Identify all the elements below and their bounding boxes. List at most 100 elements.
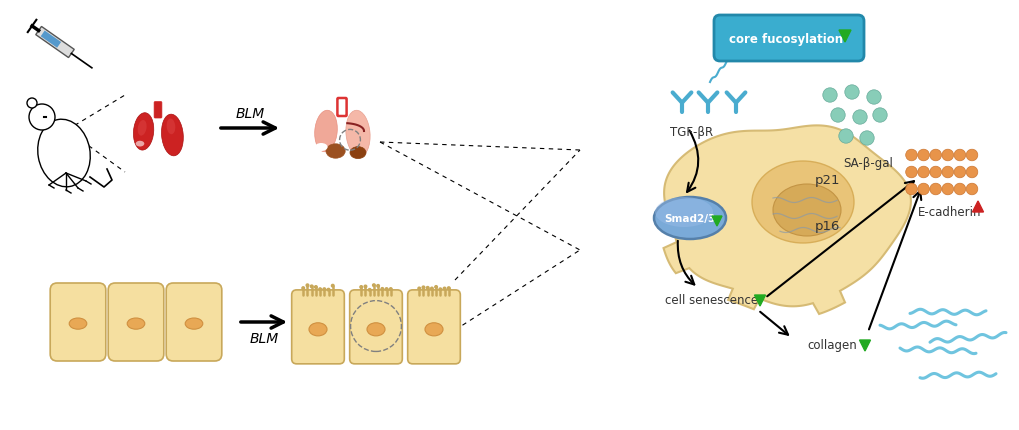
Circle shape: [929, 167, 941, 178]
Polygon shape: [711, 216, 721, 227]
FancyBboxPatch shape: [408, 290, 460, 364]
Text: SA-β-gal: SA-β-gal: [843, 157, 892, 169]
Text: TGF-βR: TGF-βR: [669, 126, 713, 139]
Circle shape: [319, 288, 321, 291]
Circle shape: [364, 286, 367, 288]
Ellipse shape: [29, 105, 55, 131]
Circle shape: [942, 184, 953, 195]
FancyBboxPatch shape: [350, 290, 401, 364]
Text: E-cadherin: E-cadherin: [917, 206, 981, 218]
Circle shape: [953, 184, 965, 195]
Ellipse shape: [751, 162, 853, 243]
FancyBboxPatch shape: [50, 283, 106, 361]
Polygon shape: [859, 340, 869, 351]
Circle shape: [438, 288, 441, 291]
Ellipse shape: [326, 144, 344, 159]
Polygon shape: [36, 28, 74, 58]
Circle shape: [443, 288, 445, 290]
Circle shape: [430, 288, 433, 290]
Ellipse shape: [654, 197, 712, 227]
Ellipse shape: [367, 323, 384, 336]
Circle shape: [426, 287, 429, 289]
Circle shape: [929, 150, 941, 161]
Ellipse shape: [26, 99, 37, 109]
Circle shape: [965, 184, 977, 195]
Ellipse shape: [185, 318, 203, 329]
Circle shape: [905, 184, 916, 195]
Circle shape: [376, 285, 379, 288]
Circle shape: [360, 286, 362, 289]
Ellipse shape: [133, 114, 154, 151]
Circle shape: [434, 286, 437, 289]
Ellipse shape: [309, 323, 327, 336]
FancyBboxPatch shape: [713, 16, 863, 62]
FancyBboxPatch shape: [337, 99, 346, 117]
Circle shape: [852, 111, 866, 125]
Text: core fucosylation: core fucosylation: [729, 32, 843, 46]
Text: Smad2/3: Smad2/3: [663, 214, 715, 224]
FancyBboxPatch shape: [154, 102, 162, 119]
Circle shape: [838, 129, 852, 144]
Ellipse shape: [425, 323, 442, 336]
Circle shape: [859, 132, 873, 146]
Circle shape: [385, 288, 387, 291]
Circle shape: [389, 288, 391, 291]
Polygon shape: [971, 202, 982, 212]
Polygon shape: [839, 31, 850, 43]
Circle shape: [822, 89, 837, 103]
Circle shape: [381, 288, 383, 291]
Polygon shape: [41, 31, 61, 49]
Circle shape: [830, 108, 845, 123]
Circle shape: [953, 167, 965, 178]
Ellipse shape: [161, 115, 183, 157]
Circle shape: [866, 91, 880, 105]
Circle shape: [905, 150, 916, 161]
Ellipse shape: [38, 120, 91, 187]
Circle shape: [953, 150, 965, 161]
FancyBboxPatch shape: [291, 290, 344, 364]
Circle shape: [917, 150, 928, 161]
Ellipse shape: [345, 111, 370, 157]
Circle shape: [368, 289, 371, 292]
Ellipse shape: [138, 121, 147, 136]
Text: BLM: BLM: [249, 331, 278, 345]
Circle shape: [306, 284, 309, 287]
Circle shape: [331, 285, 334, 287]
Ellipse shape: [166, 119, 175, 135]
Circle shape: [422, 286, 424, 289]
FancyBboxPatch shape: [166, 283, 221, 361]
Ellipse shape: [772, 184, 841, 237]
Circle shape: [372, 284, 375, 287]
Polygon shape: [662, 126, 910, 314]
Circle shape: [929, 184, 941, 195]
Circle shape: [323, 288, 325, 291]
Text: BLM: BLM: [235, 107, 264, 121]
Circle shape: [917, 184, 928, 195]
Circle shape: [447, 287, 449, 290]
Ellipse shape: [127, 318, 145, 329]
Circle shape: [965, 167, 977, 178]
Polygon shape: [754, 295, 764, 306]
Circle shape: [942, 167, 953, 178]
Circle shape: [327, 289, 329, 291]
Circle shape: [310, 286, 313, 288]
Ellipse shape: [350, 147, 366, 159]
Circle shape: [314, 286, 317, 289]
Ellipse shape: [136, 141, 144, 147]
Ellipse shape: [315, 111, 337, 152]
Ellipse shape: [315, 144, 327, 152]
Circle shape: [844, 86, 858, 100]
FancyBboxPatch shape: [108, 283, 164, 361]
Text: p16: p16: [813, 220, 839, 233]
Text: cell senescence: cell senescence: [664, 294, 758, 307]
Circle shape: [418, 288, 420, 290]
Circle shape: [872, 108, 887, 123]
Ellipse shape: [653, 197, 726, 240]
Circle shape: [917, 167, 928, 178]
Circle shape: [905, 167, 916, 178]
Circle shape: [965, 150, 977, 161]
Text: p21: p21: [813, 174, 839, 187]
Text: collagen: collagen: [806, 339, 856, 352]
Ellipse shape: [69, 318, 87, 329]
Circle shape: [942, 150, 953, 161]
